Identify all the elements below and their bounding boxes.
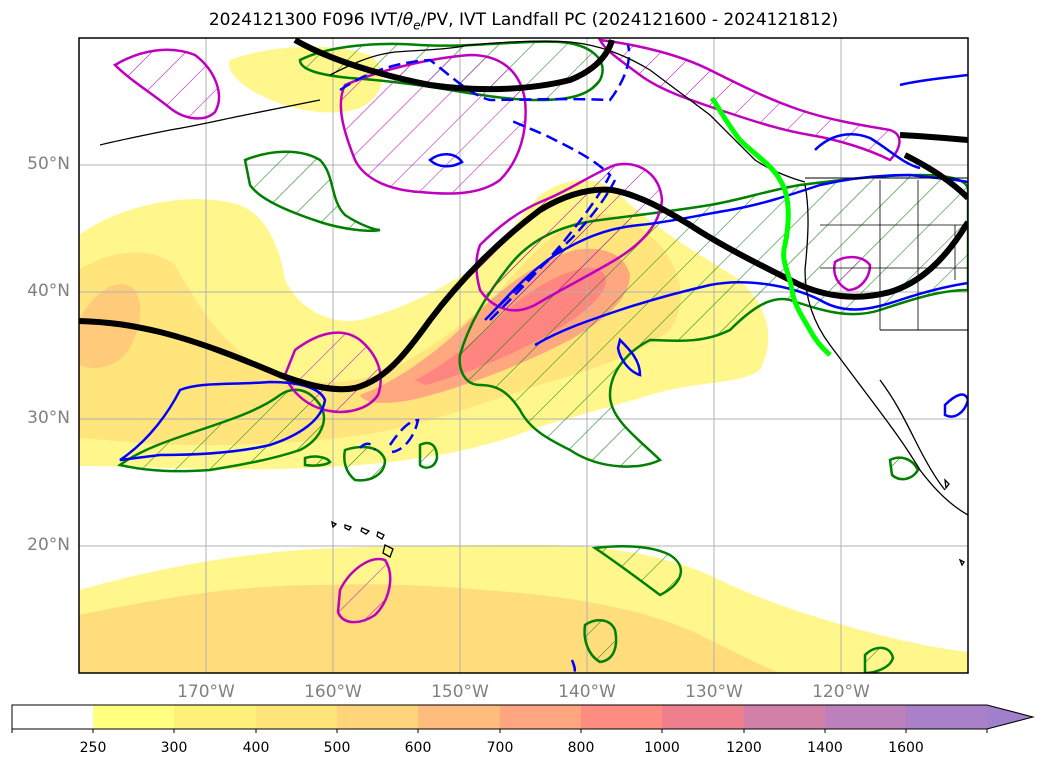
cb-seg-5 (418, 705, 500, 729)
blue-contour-small (428, 153, 464, 168)
theta-region-south (336, 557, 392, 624)
coast-baja (879, 379, 946, 491)
cb-seg-4 (337, 705, 418, 729)
title-prefix: 2024121300 F096 IVT/ (208, 10, 403, 30)
blue-dashed-small-2 (359, 442, 377, 451)
blue-dashed-bottom (570, 659, 577, 673)
lon-label-160w: 160°W (304, 682, 362, 702)
pv-region-isles-1 (343, 445, 387, 482)
blue-dashed-center (489, 118, 612, 321)
lat-label-50n: 50°N (27, 154, 70, 174)
pv-region-south-2 (583, 619, 618, 664)
cb-seg-9 (744, 705, 825, 729)
lat-label-40n: 40°N (27, 281, 70, 301)
blue-contour-west (119, 380, 327, 462)
cb-label-1600: 1600 (888, 740, 924, 756)
cb-label-1200: 1200 (726, 740, 762, 756)
lon-label-150w: 150°W (431, 682, 489, 702)
cb-seg-3 (256, 705, 337, 729)
cb-label-1400: 1400 (807, 740, 843, 756)
coast-na-west (804, 184, 968, 516)
cb-outline (11, 704, 1035, 730)
theta-region-north (339, 53, 527, 195)
blue-dashed-north (339, 44, 631, 102)
cb-label-500: 500 (323, 740, 351, 756)
trough-line (79, 186, 968, 393)
blue-dashed-center-2 (499, 179, 617, 306)
cb-label-800: 800 (567, 740, 595, 756)
cb-seg-0 (12, 705, 93, 729)
cb-extend-arrow (987, 705, 1033, 729)
title-theta: θ (402, 10, 414, 30)
theta-region-ne-top (597, 38, 901, 162)
figure-title: 2024121300 F096 IVT/θe/PV, IVT Landfall … (0, 10, 1047, 32)
blue-dashed-small (388, 418, 420, 454)
lon-label-120w: 120°W (812, 682, 870, 702)
cb-label-700: 700 (486, 740, 514, 756)
cb-seg-2 (174, 705, 256, 729)
islands-ne (944, 478, 965, 567)
cb-seg-6 (500, 705, 581, 729)
lon-label-130w: 130°W (685, 682, 743, 702)
hawaii-islands (331, 520, 394, 558)
title-suffix: /PV, IVT Landfall PC (2024121600 - 20241… (420, 10, 839, 30)
pv-region-south-1 (591, 545, 682, 597)
cb-label-400: 400 (242, 740, 270, 756)
pv-region-ne (888, 456, 920, 481)
cb-seg-11 (906, 705, 987, 729)
map-area (79, 38, 968, 673)
blue-contour-loop (616, 337, 642, 377)
cb-seg-10 (825, 705, 906, 729)
cb-seg-1 (93, 705, 174, 729)
blue-contour-south (534, 281, 968, 347)
trough-line-ne (899, 132, 968, 143)
lon-label-170w: 170°W (177, 682, 235, 702)
title-theta-sub: e (413, 18, 421, 33)
ivt-core-west (79, 284, 141, 368)
cb-label-250: 250 (79, 740, 107, 756)
blue-contour-ne (814, 133, 921, 170)
coast-aleutians (99, 99, 321, 146)
theta-region-east (833, 255, 872, 292)
theta-region-nw (112, 48, 221, 120)
lat-label-20n: 20°N (27, 535, 70, 555)
blue-dashed-contours (339, 44, 631, 673)
map-frame (78, 37, 969, 674)
trough-line-ne-2 (903, 152, 968, 201)
pv-region-north (243, 150, 381, 232)
colorbar (11, 704, 1035, 733)
pv-region-isles-2 (418, 441, 439, 469)
coast-alaska (329, 40, 806, 183)
theta-e-contours (112, 38, 901, 624)
theta-region-west (283, 331, 382, 414)
cb-ticks (11, 729, 988, 733)
blue-contour-ne-2 (899, 73, 968, 87)
lon-label-140w: 140°W (558, 682, 616, 702)
trough-line-north (293, 38, 615, 93)
theta-region-center (475, 162, 664, 312)
cb-label-300: 300 (160, 740, 188, 756)
ivt-landfall-line (709, 96, 832, 357)
lat-label-30n: 30°N (27, 408, 70, 428)
cb-seg-7 (581, 705, 662, 729)
coastlines (99, 40, 968, 567)
pv-region-isles-3 (303, 455, 332, 467)
cb-label-1000: 1000 (644, 740, 680, 756)
border-states-1 (820, 180, 968, 330)
cb-label-600: 600 (404, 740, 432, 756)
cb-seg-8 (662, 705, 744, 729)
